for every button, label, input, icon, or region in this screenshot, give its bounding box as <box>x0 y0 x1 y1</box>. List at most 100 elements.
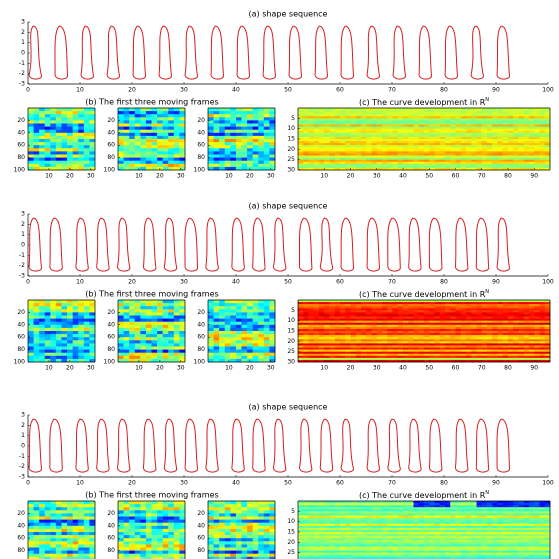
heatmap-texture <box>540 139 546 141</box>
heatmap-texture <box>330 341 336 343</box>
heatmap-texture <box>247 350 253 353</box>
heatmap-texture <box>45 124 51 127</box>
heatmap-texture <box>258 316 264 319</box>
heatmap-texture <box>492 120 498 122</box>
x-tick-label: 40 <box>232 480 240 487</box>
heatmap-texture <box>529 151 535 153</box>
heatmap-texture <box>435 164 441 166</box>
heatmap-texture <box>230 331 236 334</box>
heatmap-texture <box>435 116 441 118</box>
heatmap-texture <box>435 122 441 124</box>
shape-outline <box>117 419 129 472</box>
heatmap-texture <box>545 162 551 164</box>
heatmap-texture <box>163 155 169 158</box>
heatmap-texture <box>382 166 388 168</box>
heatmap-texture <box>440 358 446 360</box>
heatmap-texture <box>89 343 95 346</box>
heatmap-texture <box>78 334 84 337</box>
heatmap-texture <box>382 160 388 162</box>
heatmap-texture <box>398 149 404 151</box>
heatmap-texture <box>529 300 535 302</box>
heatmap-texture <box>519 327 525 329</box>
heatmap-texture <box>34 334 40 337</box>
heatmap-texture <box>398 147 404 149</box>
heatmap-texture <box>372 323 378 325</box>
heatmap-texture <box>345 329 351 331</box>
heatmap-texture <box>508 122 514 124</box>
heatmap-texture <box>424 302 430 304</box>
heatmap-texture <box>219 309 225 312</box>
heatmap-texture <box>445 358 451 360</box>
heatmap-texture <box>361 156 367 158</box>
heatmap-texture <box>545 302 551 304</box>
heatmap-texture <box>545 158 551 160</box>
heatmap-texture <box>508 129 514 131</box>
heatmap-texture <box>118 148 124 151</box>
heatmap-texture <box>118 356 124 359</box>
heatmap-texture <box>503 339 509 341</box>
heatmap-texture <box>335 127 341 129</box>
heatmap-texture <box>298 112 304 114</box>
heatmap-texture <box>529 331 535 333</box>
heatmap-texture <box>330 116 336 118</box>
heatmap-texture <box>408 304 414 306</box>
heatmap-texture <box>345 314 351 316</box>
heatmap-texture <box>179 316 185 319</box>
heatmap-texture <box>89 544 95 547</box>
heatmap-texture <box>519 116 525 118</box>
heatmap-texture <box>258 340 264 343</box>
heatmap-texture <box>482 145 488 147</box>
heatmap-texture <box>28 541 34 544</box>
heatmap-texture <box>50 517 56 520</box>
heatmap-texture <box>408 151 414 153</box>
heatmap-texture <box>298 358 304 360</box>
heatmap-texture <box>508 345 514 347</box>
heatmap-texture <box>487 137 493 139</box>
heatmap-texture <box>356 149 362 151</box>
heatmap-texture <box>534 350 540 352</box>
heatmap-texture <box>324 343 330 345</box>
shape-outline <box>76 218 88 271</box>
heatmap-texture <box>508 147 514 149</box>
heatmap-texture <box>440 356 446 358</box>
heatmap-texture <box>298 110 304 112</box>
shape-outline <box>50 419 63 472</box>
heatmap-texture <box>482 110 488 112</box>
heatmap-texture <box>471 302 477 304</box>
heatmap-texture <box>34 548 40 551</box>
heatmap-texture <box>324 135 330 137</box>
heatmap-texture <box>503 122 509 124</box>
heatmap-texture <box>419 108 425 110</box>
heatmap-texture <box>540 118 546 120</box>
heatmap-texture <box>435 321 441 323</box>
heatmap-texture <box>492 143 498 145</box>
heatmap-texture <box>253 158 259 161</box>
heatmap-texture <box>519 337 525 339</box>
heatmap-texture <box>163 343 169 346</box>
heatmap-texture <box>482 162 488 164</box>
heatmap-texture <box>482 341 488 343</box>
heatmap-texture <box>445 114 451 116</box>
heatmap-texture <box>361 141 367 143</box>
heatmap-texture <box>303 110 309 112</box>
heatmap-texture <box>487 333 493 335</box>
heatmap-texture <box>208 161 214 164</box>
heatmap-texture <box>253 316 259 319</box>
heatmap-texture <box>118 161 124 164</box>
heatmap-texture <box>471 327 477 329</box>
heatmap-texture <box>168 356 174 359</box>
heatmap-texture <box>361 354 367 356</box>
heatmap-texture <box>403 125 409 127</box>
heatmap-texture <box>118 316 124 319</box>
heatmap-texture <box>78 517 84 520</box>
heatmap-texture <box>372 141 378 143</box>
heatmap-texture <box>62 303 68 306</box>
heatmap-texture <box>492 352 498 354</box>
heatmap-texture <box>492 151 498 153</box>
y-tick-label: 30 <box>287 359 295 366</box>
y-tick-label: 60 <box>17 334 25 341</box>
heatmap-texture <box>419 350 425 352</box>
heatmap-texture <box>73 548 79 551</box>
heatmap-texture <box>419 341 425 343</box>
heatmap-texture <box>492 327 498 329</box>
